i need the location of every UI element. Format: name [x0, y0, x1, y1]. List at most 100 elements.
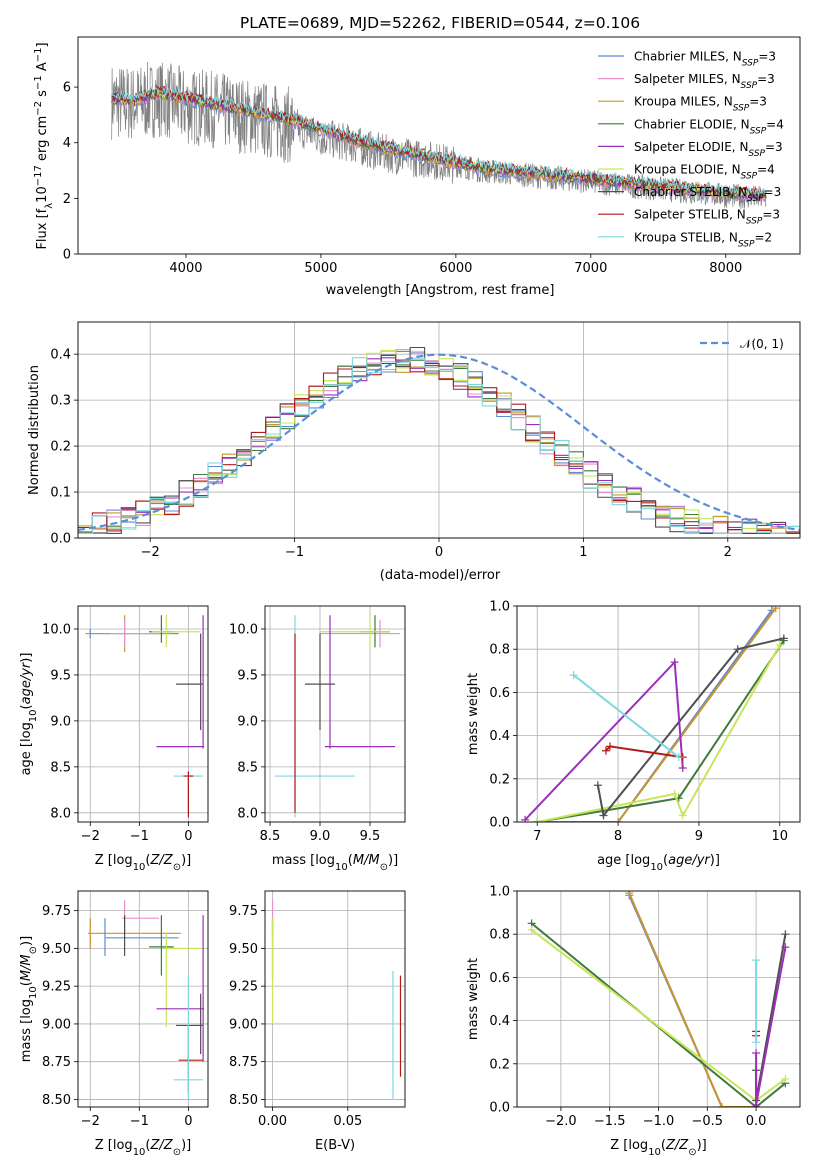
points-mass-vs-ebv — [271, 900, 402, 1100]
series-marker — [781, 943, 790, 952]
y-tick-label: 9.0 — [237, 714, 258, 729]
series-marker — [521, 815, 530, 822]
y-tick-label: 9.50 — [229, 942, 258, 957]
series-marker — [670, 658, 679, 667]
series-line-4 — [755, 934, 787, 1101]
y-tick-label: 8.5 — [237, 760, 258, 775]
axes-residuals: −2 −1 0 1 2 0.0 0.1 0.2 0.3 0.4 𝒩(0, 1) (data-model… — [27, 321, 801, 583]
histogram-7 — [78, 359, 800, 534]
legend-label: Kroupa ELODIE, NSSP=4 — [634, 163, 775, 182]
y-tick-label: 0.4 — [489, 1014, 510, 1029]
x-tick-label: 0.00 — [258, 1114, 287, 1129]
x-axis-label: Z [log10(Z/Z⊙)] — [95, 853, 192, 873]
legend-label: Chabrier STELIB, NSSP=3 — [634, 185, 781, 204]
points-age-vs-Z — [85, 615, 205, 818]
y-tick-label: 9.50 — [42, 942, 71, 957]
x-tick-label: −2.0 — [545, 1114, 577, 1129]
y-tick-label: 9.00 — [229, 1017, 258, 1032]
series-marker — [678, 811, 687, 820]
series-line-2 — [537, 640, 785, 822]
y-tick-label: 0.2 — [50, 440, 71, 455]
point-1 — [87, 918, 182, 949]
x-tick-label: −1.0 — [643, 1114, 675, 1129]
axes-frame — [77, 36, 801, 255]
lines-mass-weight-vs-Z — [527, 891, 790, 1107]
series-marker — [752, 1038, 761, 1047]
series-line-4 — [596, 637, 785, 818]
x-tick-label: 8.5 — [260, 829, 281, 844]
x-tick-label: 8 — [614, 829, 622, 844]
x-tick-label: 8000 — [709, 261, 742, 276]
y-axis-label: age [log10(age/yr)] — [19, 653, 39, 776]
series-marker — [779, 634, 788, 643]
y-tick-label: 10.0 — [42, 622, 71, 637]
x-tick-label: −1.5 — [594, 1114, 626, 1129]
x-tick-label: −2 — [81, 829, 100, 844]
axes-mass-vs-Z: −2 −1 0 8.50 8.75 9.00 9.25 9.50 9.75 Z [log10(Z/… — [19, 890, 209, 1158]
points-mass-vs-Z — [87, 900, 205, 1100]
y-tick-label: 8.50 — [229, 1093, 258, 1108]
x-tick-label: 1 — [579, 545, 587, 560]
y-axis-label: mass [log10(M/M⊙)] — [19, 936, 39, 1062]
point-4 — [149, 915, 174, 976]
point-5 — [163, 933, 204, 1027]
points-age-vs-mass — [275, 615, 400, 818]
y-tick-label: 8.75 — [229, 1055, 258, 1070]
y-tick-label: 1.0 — [489, 885, 510, 900]
lines-mass-weight-vs-age — [521, 606, 788, 822]
x-tick-label: 9.5 — [360, 829, 381, 844]
y-tick-label: 9.0 — [50, 714, 71, 729]
axes-frame — [516, 890, 801, 1108]
series-marker — [599, 811, 608, 820]
x-tick-label: 0.05 — [333, 1114, 362, 1129]
spectrum-plot — [111, 61, 767, 210]
x-axis-label: mass [log10(M/M⊙)] — [272, 853, 398, 873]
y-axis-label: mass weight — [466, 958, 481, 1040]
x-tick-label: 0.0 — [746, 1114, 767, 1129]
series-marker — [674, 753, 683, 762]
y-tick-label: 4 — [63, 136, 71, 151]
point-5 — [275, 615, 355, 818]
point-8 — [178, 1026, 204, 1092]
legend-label: Chabrier ELODIE, NSSP=4 — [634, 117, 784, 136]
series-marker — [625, 891, 634, 898]
series-line-2 — [530, 922, 787, 1107]
x-axis-label: Z [log10(Z/Z⊙)] — [610, 1138, 707, 1158]
point-5 — [176, 633, 204, 731]
x-tick-label: −2 — [81, 1114, 100, 1129]
axes-frame — [77, 321, 801, 539]
point-0 — [122, 900, 159, 934]
point-9 — [173, 975, 204, 1100]
x-axis-label: wavelength [Angstrom, rest frame] — [326, 283, 555, 298]
axes-spectrum: 4000 5000 6000 7000 8000 0 2 4 6 Chabrier MILES, … — [33, 36, 801, 298]
y-tick-label: 0.1 — [50, 486, 71, 501]
point-4 — [151, 615, 201, 648]
x-tick-label: 4000 — [169, 261, 202, 276]
point-2 — [109, 619, 159, 648]
legend-label: Chabrier MILES, NSSP=3 — [634, 50, 776, 69]
axes-mass-weight-vs-Z: −2.0 −1.5 −1.0 −0.5 0.0 0.0 0.2 0.4 0.6 0.8 1.0 Z [… — [466, 885, 801, 1158]
x-tick-label: 0 — [184, 829, 192, 844]
y-tick-label: 8.5 — [50, 760, 71, 775]
series-marker — [771, 606, 780, 613]
series-line-1 — [537, 607, 777, 822]
y-tick-label: 0.6 — [489, 971, 510, 986]
y-tick-label: 10.0 — [229, 622, 258, 637]
y-tick-label: 0.0 — [489, 816, 510, 831]
legend-label: Salpeter STELIB, NSSP=3 — [634, 208, 780, 227]
y-tick-label: 6 — [63, 81, 71, 96]
histogram-3 — [78, 354, 800, 534]
legend-label: Salpeter ELODIE, NSSP=3 — [634, 140, 783, 159]
axes-frame — [77, 890, 209, 1108]
legend-label: Kroupa STELIB, NSSP=2 — [634, 230, 772, 249]
y-tick-label: 8.0 — [50, 806, 71, 821]
x-axis-label: age [log10(age/yr)] — [597, 853, 720, 873]
series-marker — [775, 640, 784, 649]
y-tick-label: 1.0 — [489, 600, 510, 615]
axes-mass-weight-vs-age: 7 8 9 10 0.0 0.2 0.4 0.6 0.8 1.0 age [log10(age/yr… — [466, 600, 801, 873]
gaussian-curve — [78, 353, 800, 531]
series-marker — [752, 956, 761, 965]
series-marker — [752, 1049, 761, 1057]
histogram-plot — [78, 346, 800, 534]
